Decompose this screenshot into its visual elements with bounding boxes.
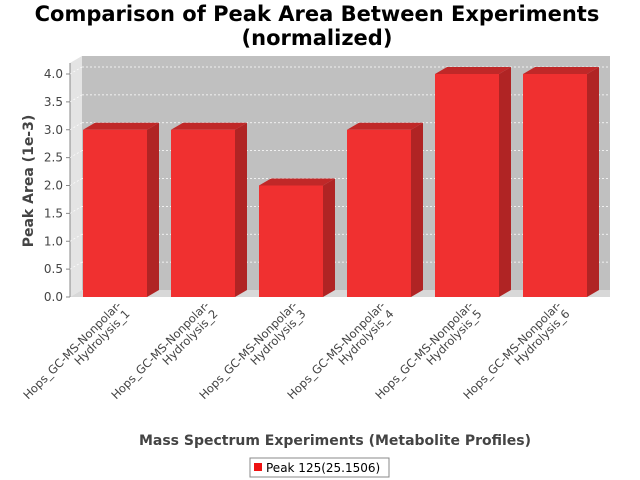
chart-title-line-2: (normalized) bbox=[242, 26, 393, 50]
bar-side bbox=[323, 178, 335, 297]
bar-side bbox=[147, 122, 159, 297]
y-tick-label: 3.5 bbox=[44, 95, 63, 109]
bar-top bbox=[435, 67, 511, 74]
y-axis-label: Peak Area (1e-3) bbox=[21, 115, 37, 248]
bar-side bbox=[235, 122, 247, 297]
bar-top bbox=[347, 122, 423, 130]
legend-swatch bbox=[254, 463, 262, 471]
y-tick-label: 1.0 bbox=[44, 234, 63, 248]
bar-top bbox=[523, 67, 599, 74]
bars bbox=[83, 67, 599, 297]
bar-6 bbox=[523, 67, 599, 297]
bar-side bbox=[499, 67, 511, 297]
bar-front bbox=[523, 74, 587, 297]
left-wall bbox=[70, 56, 82, 297]
bar-1 bbox=[83, 122, 159, 297]
bar-front bbox=[347, 129, 411, 297]
y-tick-label: 2.0 bbox=[44, 179, 63, 193]
bar-side bbox=[587, 67, 599, 297]
gridlines bbox=[69, 66, 610, 270]
chart-title-line-1: Comparison of Peak Area Between Experime… bbox=[35, 2, 600, 26]
x-axis-categories: Hops_GC-MS-Nonpolar-Hydrolysis_1Hops_GC-… bbox=[20, 298, 572, 402]
y-tick-label: 4.0 bbox=[44, 67, 63, 81]
y-tick-label: 0.0 bbox=[44, 290, 63, 304]
bar-top bbox=[171, 122, 247, 130]
y-tick-label: 1.5 bbox=[44, 206, 63, 220]
x-axis-label: Mass Spectrum Experiments (Metabolite Pr… bbox=[139, 433, 531, 449]
bar-side bbox=[411, 122, 423, 297]
bar-front bbox=[83, 129, 147, 297]
bar-2 bbox=[171, 122, 247, 297]
bar-front bbox=[171, 129, 235, 297]
bar-5 bbox=[435, 67, 511, 297]
bar-front bbox=[435, 74, 499, 297]
bar-3 bbox=[259, 178, 335, 297]
legend: Peak 125(25.1506) bbox=[249, 457, 390, 478]
bar-front bbox=[259, 185, 323, 297]
bar-4 bbox=[347, 122, 423, 297]
x-category-label-line: Hops_GC-MS-Nonpolar- bbox=[20, 298, 124, 402]
bar-top bbox=[259, 178, 335, 186]
y-tick-label: 2.5 bbox=[44, 151, 63, 165]
y-axis: 0.0 0.5 1.0 1.5 2.0 2.5 3.0 3.5 4.0 bbox=[44, 67, 70, 304]
legend-box bbox=[249, 457, 390, 478]
bar-top bbox=[83, 122, 159, 130]
legend-entry: Peak 125(25.1506) bbox=[266, 461, 380, 475]
y-tick-label: 0.5 bbox=[44, 262, 63, 276]
y-tick-label: 3.0 bbox=[44, 123, 63, 137]
